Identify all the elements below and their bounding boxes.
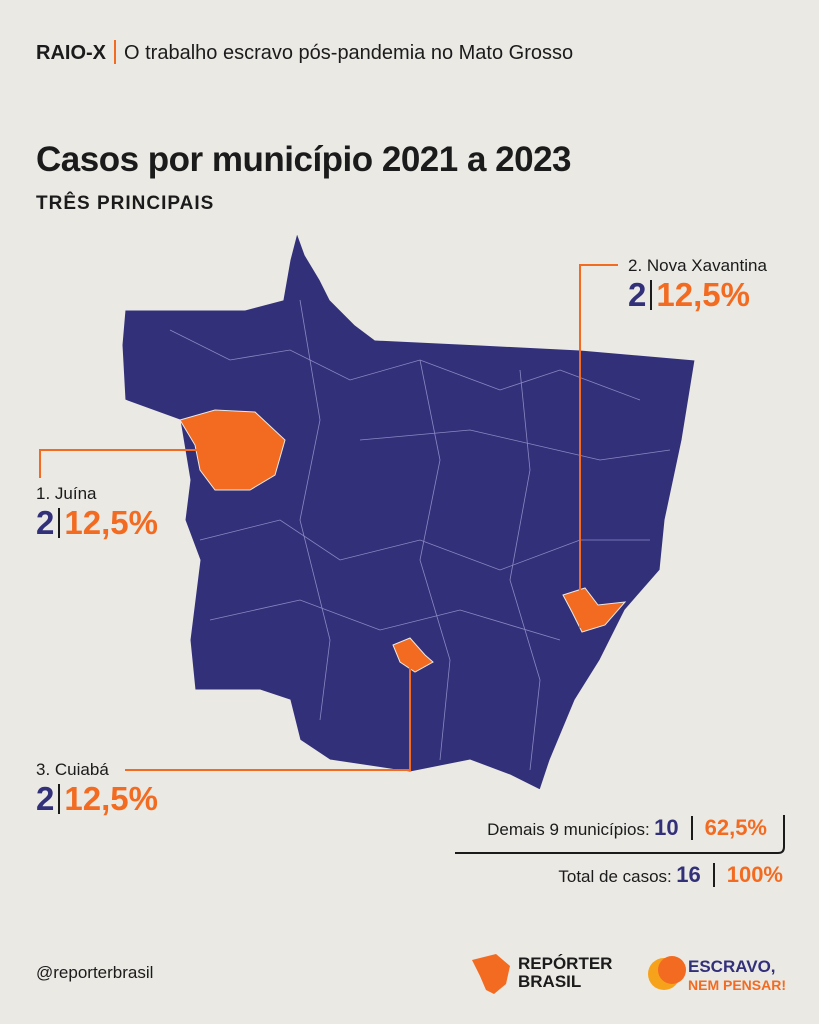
callout: 2. Nova Xavantina 2 12,5% bbox=[628, 256, 767, 314]
header: RAIO-X O trabalho escravo pós-pandemia no… bbox=[36, 40, 573, 65]
callout-label: 2. Nova Xavantina bbox=[628, 256, 767, 275]
header-tag: RAIO-X bbox=[36, 42, 106, 64]
summary-row: Total de casos: 16 100% bbox=[558, 862, 783, 888]
summary-share: 100% bbox=[726, 862, 783, 887]
callout-cases: 2 bbox=[628, 276, 647, 313]
logo-text: REPÓRTER bbox=[518, 954, 613, 973]
callout: 1. Juína 2 12,5% bbox=[36, 484, 158, 542]
highlight-nova-xavantina bbox=[562, 587, 627, 633]
logo-text: ESCRAVO, bbox=[688, 957, 776, 976]
callout-share: 12,5% bbox=[656, 276, 750, 313]
logo-text: BRASIL bbox=[518, 972, 582, 991]
reporter-logo: REPÓRTER BRASIL bbox=[518, 955, 612, 991]
handle: @reporterbrasil bbox=[36, 963, 154, 982]
leader-lines bbox=[39, 264, 618, 771]
callout-share: 12,5% bbox=[64, 504, 158, 541]
callout: 3. Cuiabá 2 12,5% bbox=[36, 760, 158, 818]
separator bbox=[114, 40, 116, 64]
subtitle: TRÊS PRINCIPAIS bbox=[36, 193, 215, 214]
callout-share: 12,5% bbox=[64, 780, 158, 817]
callout-label: 3. Cuiabá bbox=[36, 760, 109, 779]
highlight-juina bbox=[179, 409, 286, 491]
reporter-logo-icon bbox=[472, 954, 510, 994]
summary-label: Total de casos: bbox=[558, 867, 672, 886]
escravo-logo-icon bbox=[648, 956, 686, 990]
summary-row: Demais 9 municípios: 10 62,5% bbox=[487, 815, 767, 841]
header-subtitle: O trabalho escravo pós-pandemia no Mato … bbox=[124, 42, 574, 64]
escravo-logo: ESCRAVO, NEM PENSAR! bbox=[688, 958, 786, 994]
summary-share: 62,5% bbox=[704, 815, 767, 840]
highlight-cuiaba bbox=[392, 637, 434, 673]
summary-cases: 10 bbox=[654, 815, 679, 840]
summary-label: Demais 9 municípios: bbox=[487, 820, 650, 839]
callout-cases: 2 bbox=[36, 504, 55, 541]
summary-cases: 16 bbox=[676, 862, 701, 887]
summary-bracket bbox=[455, 815, 785, 854]
callout-cases: 2 bbox=[36, 780, 55, 817]
callout-label: 1. Juína bbox=[36, 484, 97, 503]
title: Casos por município 2021 a 2023 bbox=[36, 140, 572, 179]
state-shape bbox=[121, 231, 696, 791]
logo-text: NEM PENSAR! bbox=[688, 977, 787, 993]
